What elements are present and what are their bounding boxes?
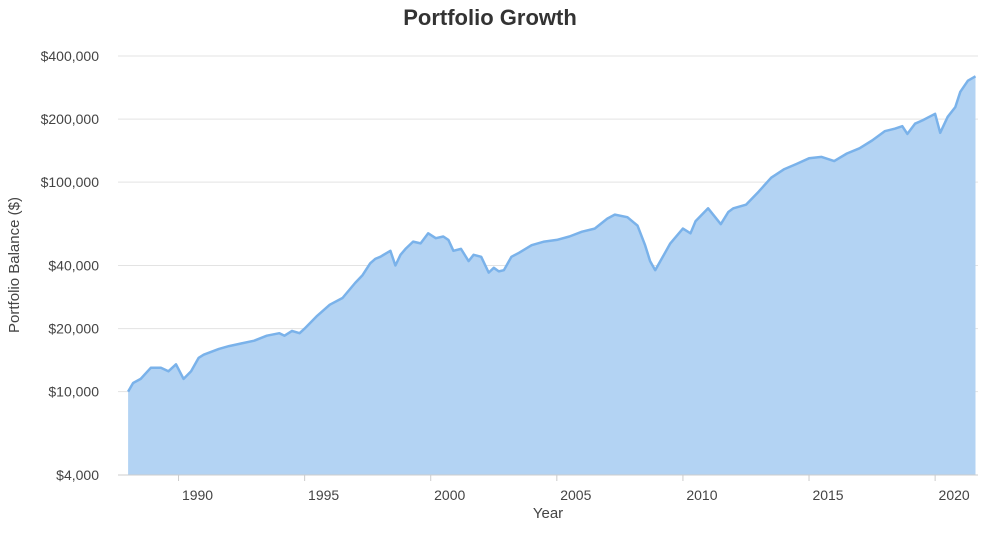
x-tick-label: 1990 xyxy=(182,487,213,503)
x-tick-label: 2000 xyxy=(434,487,465,503)
plot-area xyxy=(127,75,977,476)
y-tick-label: $100,000 xyxy=(41,174,100,190)
chart-title: Portfolio Growth xyxy=(403,5,577,30)
portfolio-line xyxy=(127,75,977,393)
x-tick-label: 2005 xyxy=(560,487,591,503)
y-tick-label: $40,000 xyxy=(48,258,99,274)
x-axis-label: Year xyxy=(533,505,563,522)
y-tick-label: $10,000 xyxy=(48,384,99,400)
x-tick-label: 2015 xyxy=(812,487,843,503)
x-tick-label: 1995 xyxy=(308,487,339,503)
y-tick-label: $20,000 xyxy=(48,321,99,337)
portfolio-area xyxy=(128,76,976,476)
y-axis-label: Portfolio Balance ($) xyxy=(6,197,23,333)
y-tick-label: $4,000 xyxy=(56,467,99,483)
y-axis: $4,000 $10,000 $20,000 $40,000 $100,000 $200,… xyxy=(41,48,100,483)
x-axis: 1990 1995 2000 2005 2010 2015 2020 xyxy=(118,474,978,503)
x-tick-label: 2020 xyxy=(939,487,970,503)
y-tick-label: $400,000 xyxy=(41,48,100,64)
x-tick-label: 2010 xyxy=(686,487,717,503)
y-tick-label: $200,000 xyxy=(41,111,100,127)
